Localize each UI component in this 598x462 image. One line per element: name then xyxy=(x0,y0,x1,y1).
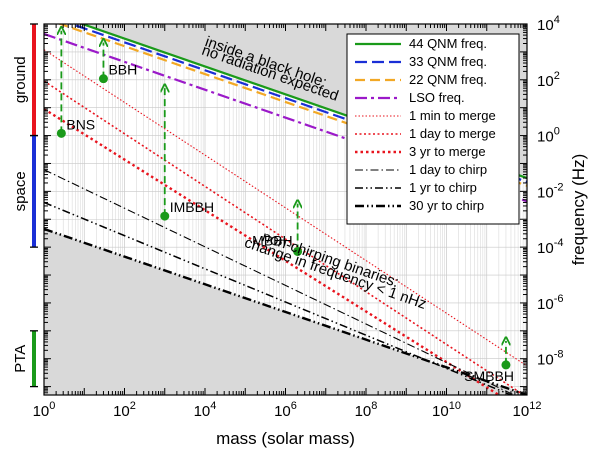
y-tick-label: 10-6 xyxy=(537,293,563,313)
series-line-day1 xyxy=(44,80,526,395)
source-marker-smbbh xyxy=(501,360,511,370)
x-tick-label: 102 xyxy=(113,400,136,420)
x-tick-label: 100 xyxy=(33,400,56,420)
y-tick-label: 100 xyxy=(537,126,560,146)
legend-label-chirp_yr: 1 yr to chirp xyxy=(409,180,477,195)
y-tick-label: 10-4 xyxy=(537,237,563,257)
legend-label-chirp_30yr: 30 yr to chirp xyxy=(409,198,484,213)
legend-label-lso: LSO freq. xyxy=(409,90,465,105)
source-marker-imbbh xyxy=(160,211,170,221)
legend-label-day1: 1 day to merge xyxy=(409,126,496,141)
x-tick-label: 1010 xyxy=(432,400,461,420)
legend-label-yr3: 3 yr to merge xyxy=(409,144,486,159)
series-lines xyxy=(44,24,527,395)
x-tick-label: 1012 xyxy=(513,400,542,420)
legend-label-qnm22: 22 QNM freq. xyxy=(409,72,487,87)
source-label-imbbh: IMBBH xyxy=(170,199,214,215)
source-marker-mbbh xyxy=(293,246,303,256)
detector-bands: ground space PTA xyxy=(12,23,38,388)
y-tick-label: 104 xyxy=(537,14,560,34)
series-line-chirp_30yr xyxy=(44,227,527,395)
source-label-smbbh: SMBBH xyxy=(464,368,514,384)
series-line-chirp_day xyxy=(44,169,516,395)
x-tick-label: 108 xyxy=(355,400,378,420)
x-tick-label: 106 xyxy=(274,400,297,420)
axis-ticks: 100 102 104 106 108 1010 1012 104 102 100 10-2 10-4… xyxy=(33,14,564,420)
x-axis-label: mass (solar mass) xyxy=(216,429,355,448)
legend-label-qnm44: 44 QNM freq. xyxy=(409,36,487,51)
source-marker-bns xyxy=(56,128,66,138)
x-tick-label: 104 xyxy=(194,400,217,420)
source-label-bbh: BBH xyxy=(108,62,137,78)
legend-box xyxy=(346,33,520,225)
legend-label-min1: 1 min to merge xyxy=(409,108,496,123)
band-label-ground: ground xyxy=(12,56,29,103)
source-marker-bbh xyxy=(98,74,108,84)
legend: 44 QNM freq. 33 QNM freq. 22 QNM freq. LSO … xyxy=(346,33,520,225)
y-tick-label: 102 xyxy=(537,70,560,90)
y-axis-label: frequency (Hz) xyxy=(569,154,588,265)
band-label-space: space xyxy=(12,171,29,211)
y-tick-label: 10-8 xyxy=(537,349,563,369)
legend-label-qnm33: 33 QNM freq. xyxy=(409,54,487,69)
source-label-mbbh: MBBH xyxy=(252,232,292,248)
series-line-yr3 xyxy=(44,107,500,395)
y-tick-label: 10-2 xyxy=(537,181,563,201)
source-label-bns: BNS xyxy=(66,116,95,132)
band-label-pta: PTA xyxy=(12,345,29,373)
sources xyxy=(56,31,511,370)
legend-label-chirp_day: 1 day to chirp xyxy=(409,162,487,177)
